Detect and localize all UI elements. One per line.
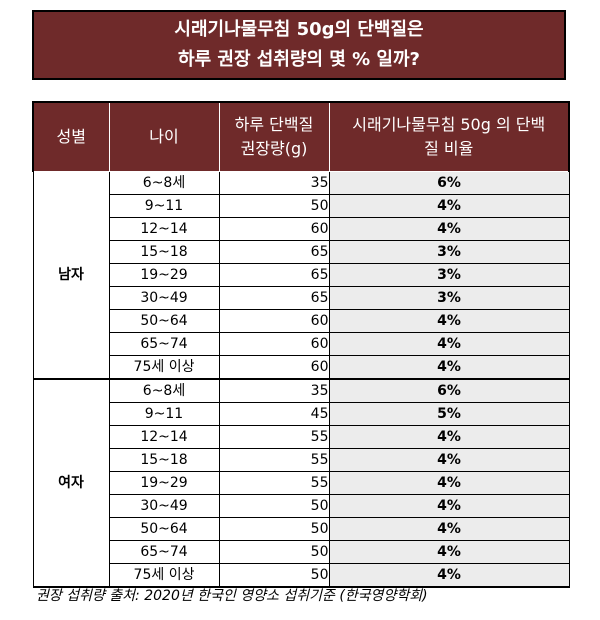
age-cell: 75세 이상: [108, 355, 220, 380]
age-cell: 65~74: [108, 540, 220, 564]
table-header-row: 성별 나이 하루 단백질 권장량(g) 시래기나물무침 50g 의 단백 질 비…: [32, 101, 570, 172]
table-row: 65~74 60 4%: [33, 332, 570, 356]
table-row: 65~74 50 4%: [33, 540, 570, 564]
age-cell: 19~29: [108, 263, 220, 287]
age-cell: 9~11: [108, 194, 220, 218]
age-cell: 9~11: [108, 402, 220, 426]
header-ratio-line-1: 시래기나물무침 50g 의 단백: [352, 115, 546, 134]
percent-cell: 4%: [328, 355, 570, 380]
intake-cell: 60: [218, 309, 330, 333]
gender-cell: 여자: [32, 378, 110, 588]
table-row: 75세 이상 50 4%: [33, 563, 570, 588]
age-cell: 50~64: [108, 309, 220, 333]
source-note: 권장 섭취량 출처: 2020년 한국인 영양소 섭취기준 (한국영양학회): [36, 588, 428, 604]
table-row: 30~49 50 4%: [33, 494, 570, 518]
percent-cell: 4%: [328, 194, 570, 218]
percent-cell: 4%: [328, 471, 570, 495]
table-row: 50~64 60 4%: [33, 309, 570, 333]
table-row: 15~18 65 3%: [33, 240, 570, 264]
intake-cell: 50: [218, 563, 330, 588]
title-banner: 시래기나물무침 50g의 단백질은 하루 권장 섭취량의 몇 % 일까?: [32, 10, 566, 80]
table-row: 남자 6~8세 35 6%: [32, 171, 570, 380]
age-cell: 15~18: [108, 240, 220, 264]
percent-cell: 4%: [328, 517, 570, 541]
intake-cell: 50: [218, 540, 330, 564]
percent-cell: 4%: [328, 494, 570, 518]
age-cell: 30~49: [108, 286, 220, 310]
percent-cell: 6%: [328, 171, 570, 195]
percent-cell: 5%: [328, 402, 570, 426]
percent-cell: 3%: [328, 263, 570, 287]
intake-cell: 35: [218, 171, 330, 195]
intake-cell: 45: [218, 402, 330, 426]
header-gender: 성별: [32, 101, 110, 172]
table-row: 여자 6~8세 35 6%: [32, 378, 570, 588]
percent-cell: 3%: [328, 240, 570, 264]
intake-cell: 55: [218, 471, 330, 495]
percent-cell: 6%: [328, 378, 570, 403]
intake-cell: 50: [218, 494, 330, 518]
title-line-1: 시래기나물무침 50g의 단백질은: [174, 19, 424, 40]
intake-cell: 35: [218, 378, 330, 403]
header-ratio: 시래기나물무침 50g 의 단백 질 비율: [328, 101, 570, 172]
table-row: 50~64 50 4%: [33, 517, 570, 541]
intake-cell: 60: [218, 332, 330, 356]
age-cell: 12~14: [108, 425, 220, 449]
percent-cell: 4%: [328, 309, 570, 333]
title-line-2: 하루 권장 섭취량의 몇 % 일까?: [178, 49, 420, 70]
percent-cell: 4%: [328, 563, 570, 588]
intake-cell: 65: [218, 263, 330, 287]
header-intake: 하루 단백질 권장량(g): [218, 101, 330, 172]
intake-cell: 60: [218, 355, 330, 380]
percent-cell: 4%: [328, 217, 570, 241]
age-cell: 6~8세: [108, 378, 220, 403]
age-cell: 50~64: [108, 517, 220, 541]
age-cell: 65~74: [108, 332, 220, 356]
table-row: 19~29 55 4%: [33, 471, 570, 495]
intake-cell: 65: [218, 286, 330, 310]
percent-cell: 3%: [328, 286, 570, 310]
header-age: 나이: [108, 101, 220, 172]
table-row: 19~29 65 3%: [33, 263, 570, 287]
table-body: 남자 6~8세 35 6% 9~11 50 4% 12~14 60 4% 15~18 65 3% 19~2…: [32, 171, 570, 588]
table-row: 12~14 60 4%: [33, 217, 570, 241]
age-cell: 15~18: [108, 448, 220, 472]
intake-cell: 50: [218, 194, 330, 218]
intake-cell: 65: [218, 240, 330, 264]
intake-cell: 55: [218, 425, 330, 449]
header-intake-line-1: 하루 단백질: [234, 115, 314, 134]
percent-cell: 4%: [328, 448, 570, 472]
age-cell: 75세 이상: [108, 563, 220, 588]
header-intake-line-2: 권장량(g): [240, 139, 308, 158]
percent-cell: 4%: [328, 540, 570, 564]
table-row: 9~11 50 4%: [33, 194, 570, 218]
table-row: 75세 이상 60 4%: [33, 355, 570, 380]
table-row: 30~49 65 3%: [33, 286, 570, 310]
age-cell: 12~14: [108, 217, 220, 241]
age-cell: 19~29: [108, 471, 220, 495]
intake-cell: 60: [218, 217, 330, 241]
age-cell: 30~49: [108, 494, 220, 518]
intake-cell: 55: [218, 448, 330, 472]
table-row: 9~11 45 5%: [33, 402, 570, 426]
table-row: 15~18 55 4%: [33, 448, 570, 472]
age-cell: 6~8세: [108, 171, 220, 195]
percent-cell: 4%: [328, 425, 570, 449]
intake-cell: 50: [218, 517, 330, 541]
gender-cell: 남자: [32, 171, 110, 380]
protein-ratio-table: 성별 나이 하루 단백질 권장량(g) 시래기나물무침 50g 의 단백 질 비…: [32, 101, 570, 588]
percent-cell: 4%: [328, 332, 570, 356]
header-ratio-line-2: 질 비율: [424, 139, 474, 158]
table-row: 12~14 55 4%: [33, 425, 570, 449]
